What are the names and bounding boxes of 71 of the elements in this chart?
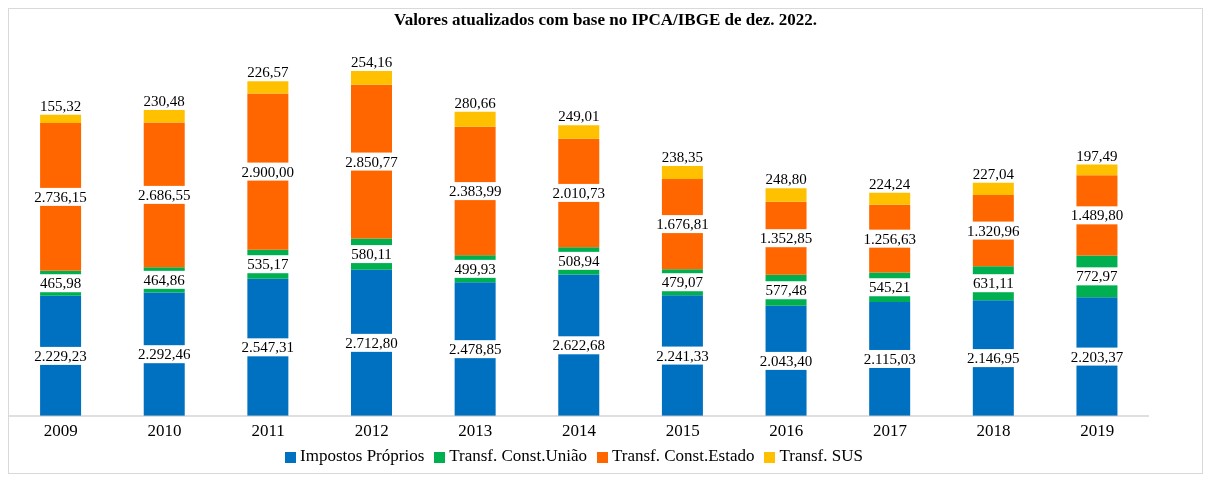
data-label: 2.547,31 xyxy=(241,339,295,356)
data-label: 2.622,68 xyxy=(552,337,606,354)
data-label: 2.292,46 xyxy=(137,346,191,363)
data-label: 248,80 xyxy=(765,171,807,188)
x-tick-label: 2017 xyxy=(872,421,908,441)
bar xyxy=(143,110,185,123)
data-label: 535,17 xyxy=(247,256,289,273)
data-label: 2.229,23 xyxy=(34,347,87,364)
x-tick-label: 2009 xyxy=(43,421,78,441)
data-label: 155,32 xyxy=(39,97,82,114)
x-tick-label: 2019 xyxy=(1080,421,1115,441)
bar xyxy=(1076,164,1118,176)
x-tick-label: 2010 xyxy=(147,421,182,441)
data-label: 1.320,96 xyxy=(967,222,1021,239)
bar xyxy=(765,188,807,202)
x-tick-label: 2014 xyxy=(562,421,597,441)
data-label: 230,48 xyxy=(143,93,185,110)
bar xyxy=(247,81,289,94)
data-label: 631,11 xyxy=(972,275,1014,292)
x-tick-label: 2013 xyxy=(458,421,493,441)
data-label: 2.203,37 xyxy=(1070,348,1124,365)
data-label: 197,49 xyxy=(1076,147,1118,164)
bar xyxy=(40,114,82,124)
data-label: 2.010,73 xyxy=(552,184,606,201)
data-label: 2.850,77 xyxy=(345,153,399,170)
data-label: 254,16 xyxy=(350,54,393,70)
data-label: 464,86 xyxy=(143,271,186,288)
data-label: 2.383,99 xyxy=(448,183,502,200)
bar xyxy=(661,166,703,179)
chart-title: Valores atualizados com base no IPCA/IBGE de dez. 2022. xyxy=(392,9,819,31)
data-label: 2.712,80 xyxy=(345,334,398,351)
bar xyxy=(454,111,496,127)
data-label: 1.676,81 xyxy=(656,216,709,233)
data-label: 2.115,03 xyxy=(863,350,916,367)
data-label: 2.478,85 xyxy=(448,341,502,358)
data-label: 465,98 xyxy=(39,275,82,292)
data-label: 227,04 xyxy=(972,165,1015,182)
bar xyxy=(558,125,600,139)
data-label: 2.241,33 xyxy=(656,347,709,364)
data-label: 238,35 xyxy=(661,149,704,166)
bar xyxy=(351,71,392,85)
data-label: 2.736,15 xyxy=(34,188,87,205)
bar xyxy=(869,192,911,205)
bar xyxy=(972,182,1014,195)
legend-label: Transf. Const.Estado xyxy=(612,446,755,465)
data-label: 479,07 xyxy=(661,274,704,291)
x-tick-label: 2015 xyxy=(665,421,700,441)
data-label: 508,94 xyxy=(558,252,600,269)
data-label: 2.043,40 xyxy=(759,352,813,369)
x-tick-label: 2012 xyxy=(354,421,389,441)
x-tick-label: 2016 xyxy=(769,421,804,441)
data-label: 545,21 xyxy=(869,279,911,296)
data-label: 2.686,55 xyxy=(137,186,191,203)
data-label: 249,01 xyxy=(558,108,600,125)
data-label: 226,57 xyxy=(247,64,289,81)
legend-label: Transf. Const.União xyxy=(449,446,588,465)
legend-label: Impostos Próprios xyxy=(300,446,425,465)
data-label: 499,93 xyxy=(454,260,496,277)
data-label: 280,66 xyxy=(454,94,497,111)
data-label: 772,97 xyxy=(1076,268,1119,285)
data-label: 577,48 xyxy=(765,282,807,299)
data-label: 580,11 xyxy=(351,246,392,263)
legend-label: Transf. SUS xyxy=(779,446,863,465)
x-tick-label: 2018 xyxy=(976,421,1011,441)
data-label: 1.256,63 xyxy=(863,230,916,247)
data-label: 2.900,00 xyxy=(241,163,295,180)
data-label: 1.352,85 xyxy=(759,230,813,247)
data-label: 224,24 xyxy=(869,175,911,192)
data-label: 2.146,95 xyxy=(967,350,1020,367)
x-tick-label: 2011 xyxy=(251,421,285,441)
data-label: 1.489,80 xyxy=(1070,207,1124,224)
